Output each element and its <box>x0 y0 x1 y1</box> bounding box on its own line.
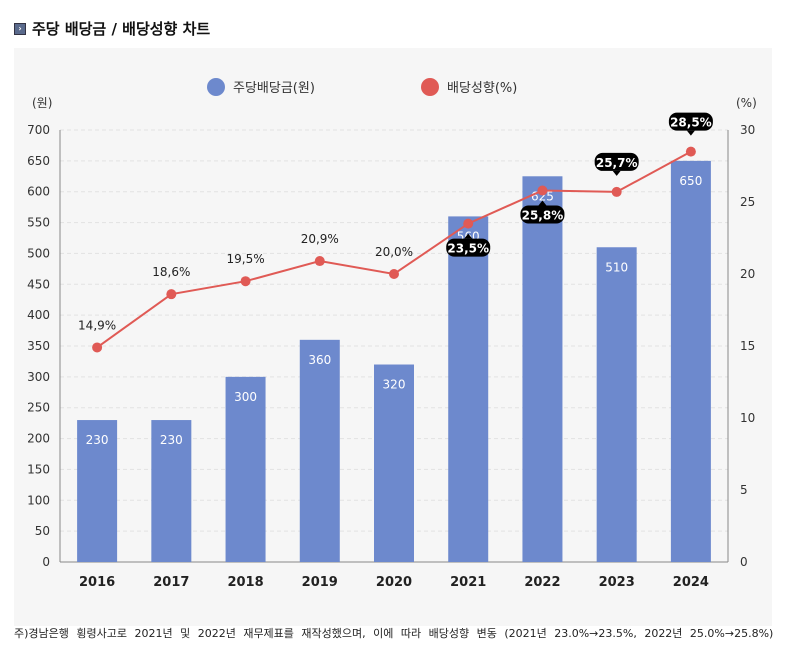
ratio-value-label: 28,5% <box>670 116 712 130</box>
right-tick-label: 0 <box>740 555 748 569</box>
chart-title: › 주당 배당금 / 배당성향 차트 <box>14 18 210 39</box>
x-tick-label: 2018 <box>227 575 263 590</box>
ratio-value-label: 20,9% <box>301 232 339 246</box>
ratio-label-bg <box>668 112 713 131</box>
legend-line-marker <box>421 78 439 96</box>
bar-2018 <box>225 376 266 562</box>
combo-chart: 0501001502002503003504004505005506006507… <box>27 78 757 590</box>
ratio-point-2022 <box>537 185 548 196</box>
bar-2019 <box>299 339 340 562</box>
legend-bar-label: 주당배당금(원) <box>233 81 315 96</box>
left-tick-label: 350 <box>27 339 50 353</box>
footnote: 주)경남은행 횡령사고로 2021년 및 2022년 재무제표를 재작성했으며,… <box>14 627 774 640</box>
ratio-point-2021 <box>463 218 474 229</box>
ratio-point-2018 <box>240 276 251 287</box>
ratio-point-2016 <box>92 342 103 353</box>
x-tick-label: 2020 <box>376 575 412 590</box>
left-tick-label: 600 <box>27 185 50 199</box>
ratio-value-label: 23,5% <box>447 242 489 256</box>
left-tick-label: 400 <box>27 308 50 322</box>
bar-value-label: 510 <box>605 260 628 274</box>
right-tick-label: 15 <box>740 339 755 353</box>
left-tick-label: 700 <box>27 123 50 137</box>
legend-bar-marker <box>207 78 225 96</box>
left-tick-label: 450 <box>27 277 50 291</box>
ratio-point-2019 <box>314 256 325 267</box>
right-tick-label: 25 <box>740 195 755 209</box>
left-tick-label: 250 <box>27 401 50 415</box>
x-tick-label: 2016 <box>79 575 115 590</box>
right-tick-label: 20 <box>740 267 755 281</box>
left-tick-label: 500 <box>27 246 50 260</box>
ratio-label-pointer <box>686 130 695 136</box>
bar-value-label: 650 <box>679 174 702 188</box>
x-tick-label: 2019 <box>302 575 338 590</box>
ratio-label-bg <box>446 238 491 257</box>
left-tick-label: 100 <box>27 493 50 507</box>
ratio-point-2020 <box>389 269 399 279</box>
bar-value-label: 320 <box>383 378 406 392</box>
x-tick-label: 2024 <box>673 575 709 590</box>
x-tick-label: 2023 <box>599 575 635 590</box>
bar-2022 <box>522 176 563 563</box>
left-tick-label: 200 <box>27 432 50 446</box>
ratio-value-label: 20,0% <box>375 245 413 259</box>
ratio-label-pointer <box>538 200 547 206</box>
ratio-value-label: 18,6% <box>152 265 190 279</box>
x-tick-label: 2021 <box>450 575 486 590</box>
bar-2020 <box>374 364 414 562</box>
ratio-label-pointer <box>464 233 473 239</box>
right-tick-label: 10 <box>740 411 755 425</box>
left-axis-unit: (원) <box>32 96 52 110</box>
left-tick-label: 650 <box>27 154 50 168</box>
left-tick-label: 550 <box>27 216 50 230</box>
ratio-value-label: 19,5% <box>226 252 264 266</box>
bar-value-label: 230 <box>86 433 109 447</box>
left-tick-label: 0 <box>42 555 50 569</box>
ratio-point-2024 <box>685 146 696 157</box>
bar-value-label: 300 <box>234 390 257 404</box>
legend-line-label: 배당성향(%) <box>447 81 517 96</box>
ratio-label-pointer <box>612 170 621 176</box>
left-tick-label: 50 <box>35 524 50 538</box>
x-tick-label: 2017 <box>153 575 189 590</box>
ratio-point-2017 <box>166 289 177 300</box>
ratio-point-2023 <box>611 186 622 197</box>
chevron-right-icon: › <box>14 22 26 35</box>
bar-2017 <box>151 420 192 562</box>
left-tick-label: 150 <box>27 462 50 476</box>
bar-value-label: 360 <box>308 353 331 367</box>
ratio-label-bg <box>594 152 639 171</box>
ratio-label-bg <box>520 205 565 224</box>
right-tick-label: 30 <box>740 123 755 137</box>
right-tick-label: 5 <box>740 483 748 497</box>
left-tick-label: 300 <box>27 370 50 384</box>
ratio-value-label: 25,8% <box>522 208 564 222</box>
bar-2021 <box>448 216 489 562</box>
right-axis-unit: (%) <box>736 96 757 110</box>
title-text: 주당 배당금 / 배당성향 차트 <box>32 20 211 38</box>
x-tick-label: 2022 <box>524 575 560 590</box>
bar-value-label: 230 <box>160 433 183 447</box>
ratio-value-label: 14,9% <box>78 318 116 332</box>
bar-2016 <box>77 420 118 562</box>
bar-2023 <box>596 247 637 562</box>
bar-2024 <box>670 160 711 562</box>
ratio-value-label: 25,7% <box>596 156 638 170</box>
